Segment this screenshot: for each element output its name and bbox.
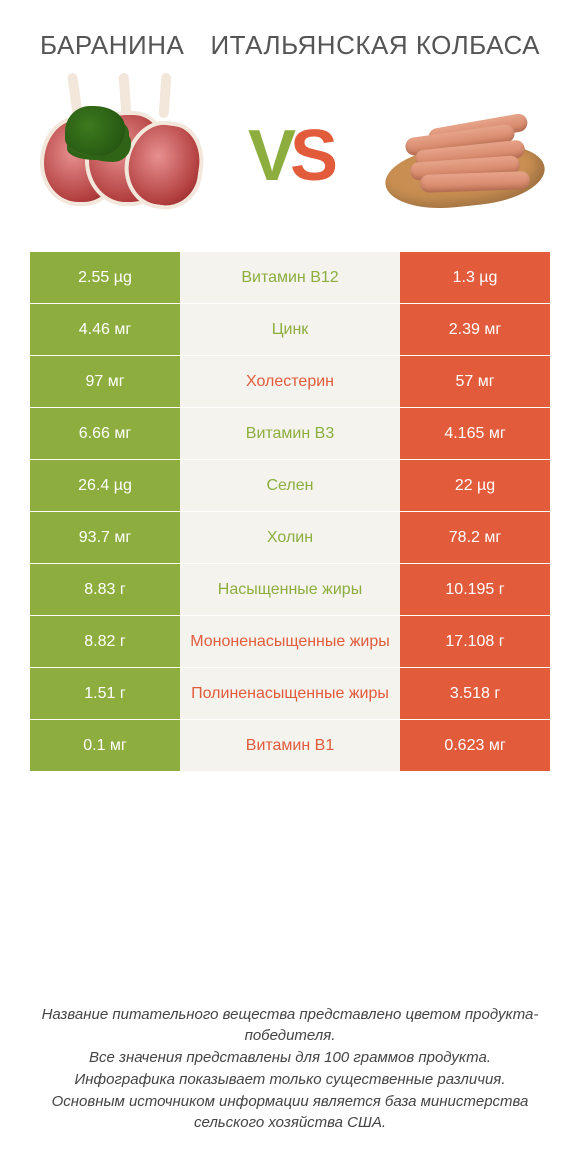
lamb-image	[30, 91, 200, 221]
versus-area: VS	[0, 71, 580, 251]
nutrient-label: Витамин B12	[180, 252, 400, 303]
vs-s: S	[290, 116, 332, 196]
table-row: 2.55 µgВитамин B121.3 µg	[30, 251, 550, 303]
value-right: 78.2 мг	[400, 512, 550, 563]
comparison-table: 2.55 µgВитамин B121.3 µg4.46 мгЦинк2.39 …	[0, 251, 580, 771]
nutrient-label: Витамин B1	[180, 720, 400, 771]
nutrient-label: Холин	[180, 512, 400, 563]
table-row: 8.82 гМононенасыщенные жиры17.108 г	[30, 615, 550, 667]
value-right: 0.623 мг	[400, 720, 550, 771]
nutrient-label: Холестерин	[180, 356, 400, 407]
value-left: 1.51 г	[30, 668, 180, 719]
table-row: 6.66 мгВитамин B34.165 мг	[30, 407, 550, 459]
title-left: БАРАНИНА	[40, 30, 184, 61]
value-left: 8.83 г	[30, 564, 180, 615]
table-row: 4.46 мгЦинк2.39 мг	[30, 303, 550, 355]
table-row: 0.1 мгВитамин B10.623 мг	[30, 719, 550, 771]
nutrient-label: Витамин B3	[180, 408, 400, 459]
nutrient-label: Селен	[180, 460, 400, 511]
sausage-image	[380, 91, 550, 221]
table-row: 97 мгХолестерин57 мг	[30, 355, 550, 407]
footer-line: Инфографика показывает только существенн…	[30, 1069, 550, 1091]
footer-line: Название питательного вещества представл…	[30, 1004, 550, 1048]
header: БАРАНИНА ИТАЛЬЯНСКАЯ КОЛБАСА	[0, 0, 580, 71]
vs-icon: VS	[248, 120, 332, 192]
value-left: 2.55 µg	[30, 252, 180, 303]
value-right: 17.108 г	[400, 616, 550, 667]
value-left: 8.82 г	[30, 616, 180, 667]
value-left: 26.4 µg	[30, 460, 180, 511]
value-right: 2.39 мг	[400, 304, 550, 355]
footer-line: Основным источником информации является …	[30, 1091, 550, 1135]
value-right: 4.165 мг	[400, 408, 550, 459]
table-row: 1.51 гПолиненасыщенные жиры3.518 г	[30, 667, 550, 719]
table-row: 93.7 мгХолин78.2 мг	[30, 511, 550, 563]
footer-notes: Название питательного вещества представл…	[0, 1004, 580, 1135]
value-left: 0.1 мг	[30, 720, 180, 771]
value-right: 10.195 г	[400, 564, 550, 615]
nutrient-label: Цинк	[180, 304, 400, 355]
title-right: ИТАЛЬЯНСКАЯ КОЛБАСА	[210, 30, 540, 61]
value-left: 4.46 мг	[30, 304, 180, 355]
value-right: 22 µg	[400, 460, 550, 511]
vs-v: V	[248, 116, 290, 196]
value-right: 1.3 µg	[400, 252, 550, 303]
nutrient-label: Насыщенные жиры	[180, 564, 400, 615]
footer-line: Все значения представлены для 100 граммо…	[30, 1047, 550, 1069]
nutrient-label: Мононенасыщенные жиры	[180, 616, 400, 667]
table-row: 8.83 гНасыщенные жиры10.195 г	[30, 563, 550, 615]
value-right: 3.518 г	[400, 668, 550, 719]
table-row: 26.4 µgСелен22 µg	[30, 459, 550, 511]
value-left: 6.66 мг	[30, 408, 180, 459]
value-right: 57 мг	[400, 356, 550, 407]
value-left: 97 мг	[30, 356, 180, 407]
value-left: 93.7 мг	[30, 512, 180, 563]
nutrient-label: Полиненасыщенные жиры	[180, 668, 400, 719]
